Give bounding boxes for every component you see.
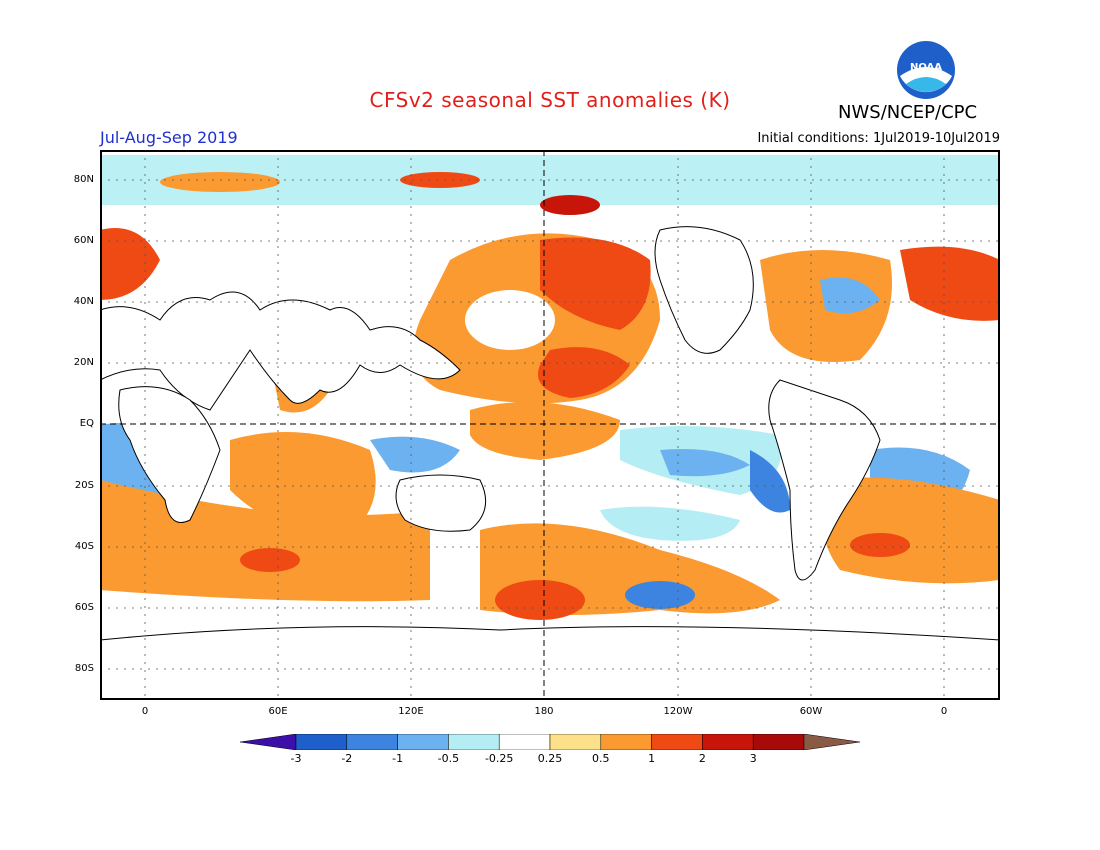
lat-label-60s: 60S xyxy=(74,602,94,613)
lon-label-0-west: 0 xyxy=(141,706,149,717)
lat-label-80s: 80S xyxy=(74,663,94,674)
colorbar-label: 2 xyxy=(698,752,706,765)
lon-label-60e: 60E xyxy=(268,706,288,717)
colorbar-arrow-right xyxy=(803,733,861,751)
lat-label-20n: 20N xyxy=(73,357,94,368)
agency-label: NWS/NCEP/CPC xyxy=(838,102,978,123)
initial-conditions: Initial conditions: 1Jul2019-10Jul2019 xyxy=(757,131,1000,146)
colorbar-label: -0.25 xyxy=(484,752,514,765)
color-scale-bar xyxy=(239,733,861,751)
lat-label-60n: 60N xyxy=(73,235,94,246)
land-outlines xyxy=(99,226,1001,701)
lon-label-180: 180 xyxy=(534,706,554,717)
colorbar-label: 1 xyxy=(648,752,656,765)
colorbar-swatch xyxy=(448,733,500,751)
lon-label-120w: 120W xyxy=(663,706,693,717)
sst-anomaly-map xyxy=(99,150,1001,701)
colorbar-swatch xyxy=(549,733,602,751)
noaa-logo: NOAA xyxy=(896,40,956,100)
colorbar-label: 3 xyxy=(749,752,757,765)
colorbar-swatch xyxy=(295,733,348,751)
colorbar-swatch xyxy=(702,733,754,751)
lon-label-0-east: 0 xyxy=(940,706,948,717)
logo-text: NOAA xyxy=(910,62,942,73)
lon-label-120e: 120E xyxy=(398,706,424,717)
colorbar-swatch xyxy=(752,733,805,751)
colorbar-swatch xyxy=(651,733,703,751)
lat-label-40s: 40S xyxy=(74,541,94,552)
map-title: CFSv2 seasonal SST anomalies (K) xyxy=(369,88,731,112)
lat-label-40n: 40N xyxy=(73,296,94,307)
colorbar-swatch xyxy=(600,733,652,751)
colorbar-label: 0.5 xyxy=(592,752,610,765)
colorbar-arrow-left xyxy=(239,733,297,751)
lon-label-60w: 60W xyxy=(799,706,823,717)
colorbar-swatch xyxy=(346,733,398,751)
lat-label-eq: EQ xyxy=(79,418,94,429)
map-border xyxy=(100,150,1000,700)
colorbar-label: -1 xyxy=(392,752,404,765)
colorbar-label: -2 xyxy=(341,752,353,765)
colorbar-label: -3 xyxy=(290,752,302,765)
colorbar-label: -0.5 xyxy=(437,752,460,765)
lat-label-80n: 80N xyxy=(73,174,94,185)
gridlines xyxy=(100,150,1000,700)
anomaly-fields xyxy=(100,155,1000,620)
colorbar-swatch xyxy=(397,733,449,751)
lat-label-20s: 20S xyxy=(74,480,94,491)
colorbar-swatch xyxy=(498,733,551,751)
forecast-period: Jul-Aug-Sep 2019 xyxy=(100,128,238,147)
colorbar-label: 0.25 xyxy=(537,752,563,765)
